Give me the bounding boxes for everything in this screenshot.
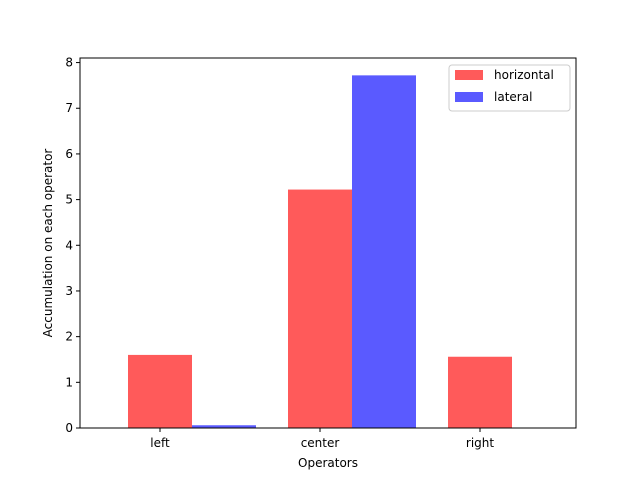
legend-label-horizontal: horizontal: [494, 68, 554, 82]
x-axis: left center right: [150, 428, 494, 450]
legend: horizontal lateral: [448, 64, 571, 112]
bar-horizontal-center: [288, 189, 352, 428]
y-tick-label: 1: [65, 375, 73, 389]
y-tick-label: 6: [65, 147, 73, 161]
y-tick-label: 8: [65, 56, 73, 70]
y-tick-label: 0: [65, 421, 73, 435]
bar-horizontal-left: [128, 354, 192, 428]
bar-lateral-center: [352, 75, 416, 429]
legend-label-lateral: lateral: [494, 90, 532, 104]
plot-frame: [79, 57, 577, 429]
legend-swatch-lateral: [455, 92, 483, 102]
y-axis: 0 1 2 3 4 5 6 7 8: [65, 56, 80, 435]
bar-horizontal-right: [448, 356, 512, 428]
x-axis-title: Operators: [298, 456, 358, 470]
x-tick-label-left: left: [150, 436, 170, 450]
x-tick-label-center: center: [301, 436, 340, 450]
y-tick-label: 3: [65, 284, 73, 298]
y-tick-label: 2: [65, 330, 73, 344]
y-axis-title: Accumulation on each operator: [41, 149, 55, 338]
y-tick-label: 5: [65, 193, 73, 207]
bar-lateral-left: [192, 425, 256, 428]
y-tick-label: 4: [65, 238, 73, 252]
bars-layer: [128, 75, 512, 429]
y-tick-label: 7: [65, 101, 73, 115]
x-tick-label-right: right: [466, 436, 494, 450]
legend-items: horizontal lateral: [455, 68, 554, 104]
legend-swatch-horizontal: [455, 70, 483, 80]
